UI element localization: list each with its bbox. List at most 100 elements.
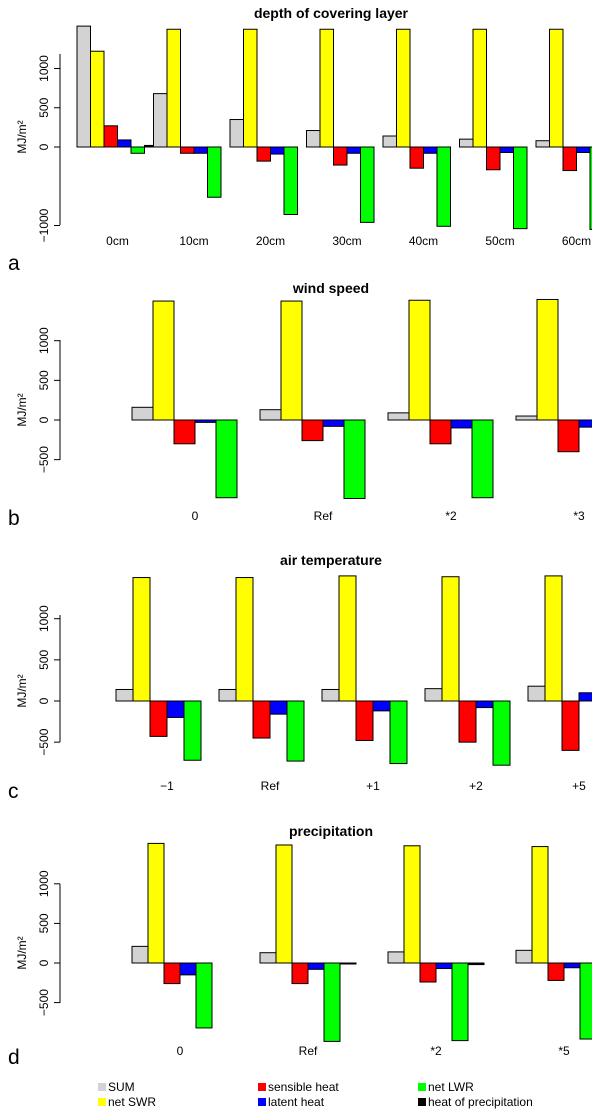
panel-title: depth of covering layer [254,5,409,21]
bar-latent-heat [499,146,514,153]
bar-latent-heat [322,419,345,427]
bar-net-lwr [183,700,202,761]
bar-net-lwr [451,962,469,1042]
panel-d: precipitation −500 0 500 1000 MJ/m² 0 Ref *2 *5 d [8,823,592,1069]
bar-latent-heat [372,700,391,712]
bar-sensible-heat [429,419,452,445]
bar-sensible-heat [557,419,580,453]
bar-sum [76,25,91,148]
legend-label: net SWR [108,1095,156,1109]
bar-latent-heat [423,146,438,154]
category-label: Ref [261,779,280,793]
chart-panels: depth of covering layer−100005001000MJ/m… [8,5,592,1069]
y-tick-label: −1000 [37,208,51,242]
category-label: 50cm [485,234,514,248]
category-label: 0cm [106,234,129,248]
bar-net-swr [90,50,105,148]
y-tick-label: 0 [37,959,51,966]
bar-net-swr [132,577,151,702]
bar-net-swr [403,845,421,964]
category-label: 10cm [179,234,208,248]
bar-sum [131,406,154,421]
bar-sum [515,949,533,964]
bar-net-swr [441,576,460,702]
bar-net-lwr [389,700,408,765]
category-label: −1 [160,779,174,793]
bar-latent-heat [578,419,592,428]
bar-latent-heat [576,146,591,153]
bar-sum [153,93,168,148]
category-label: Ref [314,509,333,523]
category-label: *2 [445,509,457,523]
panel-title: precipitation [289,823,373,839]
bar-sum [459,138,474,148]
bar-sensible-heat [103,125,118,148]
bar-sum [306,130,321,148]
bar-net-swr [396,28,411,148]
y-tick-label: 0 [37,697,51,704]
bar-sensible-heat [409,146,424,169]
legend-label: heat of precipitation [428,1095,533,1109]
bar-latent-heat [450,419,473,429]
panel-letter: d [8,1046,20,1069]
bar-net-swr [472,28,487,148]
legend-swatch [98,1098,106,1106]
bar-net-lwr [513,146,528,230]
panel-title: wind speed [292,280,369,296]
bar-latent-heat [269,700,288,715]
bar-sum [321,688,340,702]
bar-net-lwr [283,146,298,216]
bar-sum [115,688,134,702]
bar-net-lwr [130,146,145,154]
y-tick-label: 0 [37,143,51,150]
bar-heat-of-precipitation [339,962,357,965]
bar-sum [382,135,397,148]
y-axis-label: MJ/m² [15,120,29,153]
y-tick-label: 500 [37,913,51,933]
category-label: 0 [192,509,199,523]
y-tick-label: 500 [37,370,51,390]
panel-c: air temperature −500 0 500 1000 MJ/m² −1 Ref +1 +… [8,552,592,803]
bar-net-swr [408,299,431,421]
legend-swatch [258,1083,266,1091]
y-tick-label: −500 [37,446,51,473]
bar-heat-of-precipitation [467,962,485,966]
bar-sensible-heat [291,962,309,985]
bar-latent-heat [179,962,197,976]
bar-sensible-heat [486,146,501,171]
legend-label: latent heat [268,1095,325,1109]
category-label: 20cm [256,234,285,248]
bar-net-lwr [471,419,494,499]
bar-latent-heat [307,962,325,970]
bar-net-lwr [323,962,341,1042]
bar-net-swr [319,28,334,148]
bar-latent-heat [193,146,208,154]
bar-latent-heat [563,962,581,969]
bar-net-swr [280,300,303,421]
legend-swatch [418,1083,426,1091]
bar-net-lwr [436,146,451,227]
category-label: +5 [572,779,586,793]
bar-sensible-heat [355,700,374,742]
bar-net-lwr [589,146,592,230]
bar-latent-heat [578,692,592,702]
bar-sensible-heat [561,700,580,751]
category-label: *5 [558,1044,570,1058]
panel-title: air temperature [280,552,382,568]
bar-net-lwr [215,419,238,499]
legend-label: SUM [108,1080,135,1094]
y-axis-label: MJ/m² [15,674,29,707]
bar-net-swr [235,577,254,702]
y-tick-label: 500 [37,97,51,117]
bar-sum [259,409,282,421]
bar-latent-heat [475,700,494,709]
y-tick-label: 0 [37,416,51,423]
bar-sensible-heat [301,419,324,442]
bar-sum [424,688,443,702]
bar-net-lwr [286,700,305,762]
bar-sensible-heat [333,146,348,166]
bar-sensible-heat [458,700,477,743]
category-label: 0 [177,1044,184,1058]
bar-net-swr [544,575,563,702]
